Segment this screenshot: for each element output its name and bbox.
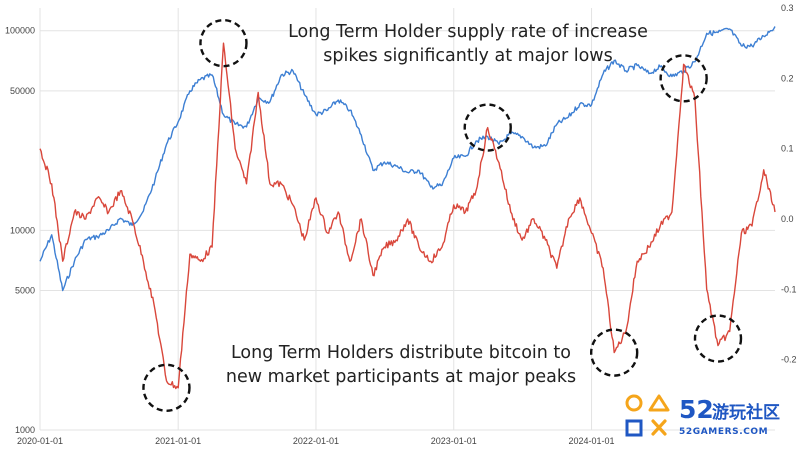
x-tick-label: 2023-01-01	[431, 436, 477, 446]
annotation-line: new market participants at major peaks	[226, 367, 576, 387]
watermark: 52 游玩社区 52GAMERS.COM	[625, 394, 780, 437]
y-right-tick-label: 0.2	[781, 73, 794, 83]
x-tick-label: 2021-01-01	[155, 436, 201, 446]
y-right-tick-label: 0.0	[781, 214, 794, 224]
x-tick-label: 2024-01-01	[569, 436, 615, 446]
watermark-name: 游玩社区	[712, 402, 780, 423]
y-right-tick-label: -0.1	[781, 284, 797, 294]
series-lines	[39, 26, 776, 390]
annotations: Long Term Holder supply rate of increase…	[226, 22, 648, 387]
y-left-tick-label: 10000	[10, 225, 35, 235]
y-right-tick-label: 0.1	[781, 144, 794, 154]
tick-labels: 2020-01-01 2021-01-01 2022-01-01 2023-01-01…	[5, 3, 797, 446]
series-line-2	[39, 42, 776, 390]
annotation-line: Long Term Holder supply rate of increase	[288, 22, 648, 42]
y-left-tick-label: 50000	[10, 86, 35, 96]
x-tick-label: 2022-01-01	[293, 436, 339, 446]
highlight-rings	[142, 18, 743, 412]
highlight-ring	[659, 54, 708, 103]
highlight-ring	[142, 363, 191, 412]
y-left-tick-label: 100000	[5, 26, 35, 36]
annotation-line: spikes significantly at major lows	[323, 46, 612, 66]
y-left-tick-label: 1000	[15, 425, 35, 435]
highlight-ring	[589, 328, 639, 377]
y-right-tick-label: 0.3	[781, 3, 794, 13]
watermark-domain: 52GAMERS.COM	[679, 427, 768, 437]
watermark-number: 52	[679, 395, 714, 424]
highlight-ring	[693, 314, 743, 363]
x-tick-label: 2020-01-01	[17, 436, 63, 446]
grid	[39, 8, 775, 431]
highlight-ring	[199, 18, 248, 68]
annotation-line: Long Term Holders distribute bitcoin to	[231, 343, 571, 363]
y-right-tick-label: -0.2	[781, 355, 797, 365]
playstation-buttons-icon	[625, 394, 670, 437]
series-line-1	[39, 26, 776, 292]
y-left-tick-label: 5000	[15, 285, 35, 295]
highlight-ring	[463, 103, 512, 152]
